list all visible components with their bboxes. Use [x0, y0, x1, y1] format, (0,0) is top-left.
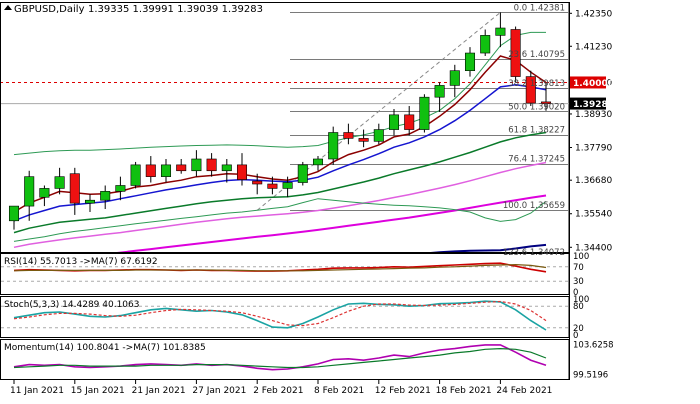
ma-line-ma_navy-5 — [430, 243, 547, 252]
candle-body-3 — [54, 176, 65, 189]
candle-body-14 — [221, 164, 232, 172]
y-tick-label-1: 1.41230 — [575, 42, 612, 52]
candle-body-27 — [419, 96, 430, 130]
candle-body-7 — [115, 185, 126, 192]
fib-label-0: 0.0 1.42381 — [514, 3, 565, 13]
price-level-tag — [570, 76, 606, 89]
x-tick-label-8: 24 Feb 2021 — [496, 386, 552, 396]
stoch-tick-3: 0 — [573, 331, 578, 341]
rsi-tick-2: 30 — [573, 277, 584, 287]
fib-label-4: 61.8 1.38227 — [508, 126, 565, 136]
x-tick-label-5: 8 Feb 2021 — [314, 386, 364, 396]
y-tick-label-5: 1.36680 — [575, 176, 612, 186]
main-plot-area — [1, 12, 569, 252]
y-tick-label-7: 1.34400 — [575, 243, 612, 253]
candle-body-20 — [312, 158, 324, 166]
ma-line-bb-6 — [13, 31, 546, 156]
candle-body-0 — [8, 205, 20, 222]
y-tick-label-4: 1.37790 — [575, 144, 612, 154]
price-level-tag-label: 1.40000 — [573, 79, 614, 89]
stoch-tick-1: 80 — [573, 302, 584, 312]
candle-body-30 — [464, 52, 476, 71]
candle-body-35 — [540, 101, 552, 104]
candle-body-22 — [343, 132, 354, 139]
chart-symbol: GBPUSD,Daily — [14, 4, 85, 15]
fib-label-3: 50.0 1.39020 — [508, 102, 565, 112]
chart-menu-icon — [4, 5, 12, 10]
momentum-plot — [13, 344, 547, 371]
stoch-label: Stoch(5,3,3) 14.4289 40.1063 — [4, 300, 139, 310]
y-tick-label-3: 1.38930 — [575, 110, 612, 120]
ma-line-ma_slow-2 — [13, 131, 547, 234]
y-tick-label-0: 1.42350 — [575, 9, 612, 19]
candle-body-19 — [297, 164, 308, 183]
candle-body-6 — [100, 191, 111, 201]
candle-body-18 — [282, 182, 293, 189]
momentum-line-1 — [13, 347, 547, 369]
rsi-panel-frame — [0, 253, 570, 295]
momentum-tick-1: 99.5196 — [573, 371, 608, 381]
candle-body-17 — [267, 183, 278, 189]
x-tick-label-3: 27 Jan 2021 — [192, 386, 246, 396]
chart-ohlc: 1.39335 1.39991 1.39039 1.39283 — [88, 4, 263, 15]
stoch-line-0 — [13, 300, 547, 331]
y-tick-label-6: 1.35540 — [575, 210, 612, 220]
rsi-label: RSI(14) 55.7013 ->MA(7) 67.6192 — [4, 257, 158, 267]
stoch-tick-2: 20 — [573, 324, 584, 334]
x-tick-label-2: 21 Jan 2021 — [132, 386, 186, 396]
candle-body-29 — [449, 70, 460, 86]
candle-body-21 — [328, 132, 339, 160]
candle-body-34 — [525, 76, 536, 104]
ma-line-ma_mid-1 — [13, 84, 547, 222]
candle-body-5 — [84, 199, 96, 204]
momentum-line-0 — [13, 344, 547, 371]
candle-body-32 — [495, 27, 506, 36]
candle-body-25 — [388, 114, 400, 130]
fib-label-2: 38.2 1.39813 — [508, 79, 565, 89]
x-tick-label-4: 2 Feb 2021 — [253, 386, 303, 396]
candle-body-11 — [176, 164, 187, 172]
momentum-label: Momentum(14) 100.8041 ->MA(7) 101.8385 — [4, 343, 206, 353]
x-tick-label-6: 12 Feb 2021 — [375, 386, 431, 396]
rsi-plot — [1, 262, 569, 282]
rsi-tick-0: 100 — [573, 252, 589, 262]
candle-body-15 — [236, 164, 248, 180]
candle-body-24 — [373, 129, 384, 142]
candle-body-1 — [24, 176, 35, 207]
x-tick-label-1: 15 Jan 2021 — [71, 386, 125, 396]
candle-body-2 — [39, 188, 50, 198]
candle-body-4 — [69, 173, 80, 204]
candle-body-10 — [160, 164, 172, 177]
ma-line-ma_magenta1-3 — [13, 161, 547, 249]
candle-body-13 — [206, 158, 217, 172]
candle-body-31 — [480, 35, 491, 54]
fib-label-1: 23.6 1.40795 — [508, 50, 565, 60]
fib-label-6: 100.0 1.35659 — [503, 201, 565, 211]
stoch-plot — [1, 300, 569, 331]
rsi-line-1 — [13, 263, 547, 272]
candle-body-33 — [510, 29, 521, 77]
x-tick-label-7: 18 Feb 2021 — [436, 386, 492, 396]
rsi-tick-3: 0 — [573, 288, 578, 298]
rsi-tick-1: 70 — [573, 263, 584, 273]
candle-body-8 — [130, 164, 141, 186]
current-price-tag-label: 1.39283 — [573, 100, 614, 110]
candle-body-9 — [145, 164, 156, 177]
x-tick-label-0: 11 Jan 2021 — [10, 386, 64, 396]
candle-body-16 — [252, 180, 263, 185]
fib-label-7: 123.6 1.34072 — [503, 248, 565, 258]
ma-line-bb-7 — [13, 198, 547, 242]
fib-label-5: 76.4 1.37245 — [508, 155, 565, 165]
stoch-tick-0: 100 — [573, 295, 589, 305]
candle-body-28 — [434, 85, 445, 98]
candle-body-26 — [404, 114, 415, 130]
current-price-tag — [570, 97, 606, 110]
candle-body-12 — [191, 158, 202, 172]
momentum-tick-0: 103.6258 — [573, 341, 614, 351]
candle-body-23 — [358, 138, 369, 142]
